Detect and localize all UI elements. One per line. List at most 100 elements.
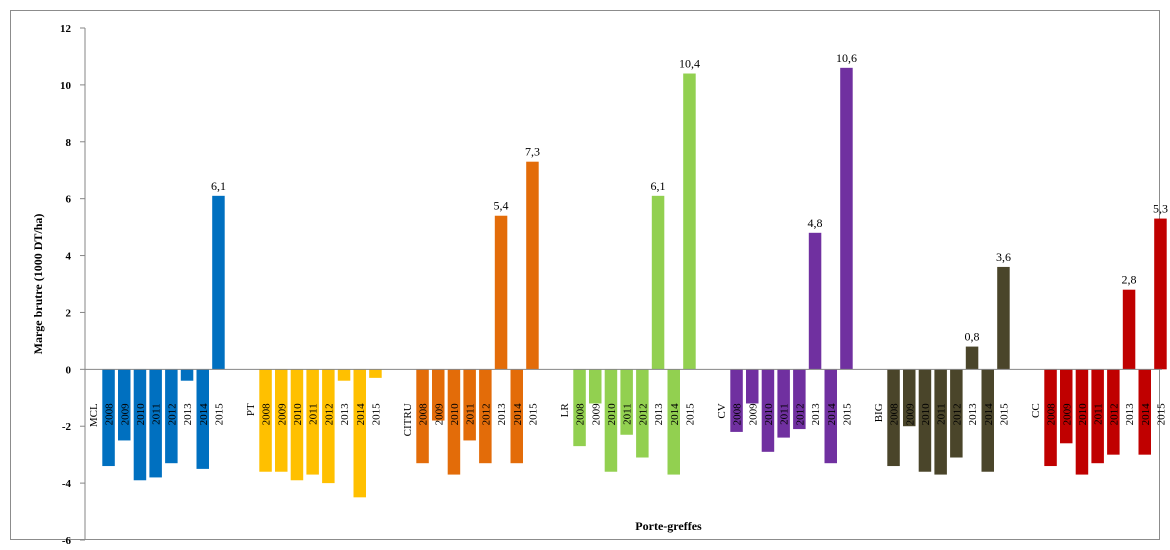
bar	[903, 369, 916, 427]
x-tick-label: 2012	[323, 403, 335, 425]
x-tick-label: 2009	[904, 403, 916, 426]
x-tick-label: 2015	[841, 403, 853, 426]
x-tick-label: 2009	[433, 403, 445, 426]
x-tick-label: 2013	[967, 403, 979, 426]
bar	[337, 369, 351, 381]
x-tick-label: 2010	[920, 403, 932, 426]
x-tick-label: 2011	[936, 403, 948, 425]
y-tick-label: 8	[66, 137, 72, 149]
x-group-label: BIG	[873, 403, 885, 422]
y-tick-label: 12	[60, 23, 72, 35]
x-tick-label: 2011	[151, 403, 163, 425]
x-group-label: CV	[716, 403, 728, 418]
y-tick-label: 6	[66, 194, 72, 206]
bar	[981, 369, 994, 472]
data-label: 3,6	[996, 250, 1011, 264]
x-tick-label: 2010	[1077, 403, 1089, 426]
bar	[369, 369, 382, 378]
data-label: 7,3	[525, 145, 540, 159]
bar	[275, 369, 288, 472]
x-tick-label: 2011	[1093, 403, 1105, 425]
x-tick-label: 2010	[606, 403, 618, 426]
x-tick-label: 2013	[182, 403, 194, 426]
bar	[118, 369, 131, 441]
bar	[510, 369, 523, 464]
bar	[432, 369, 445, 421]
bar	[777, 369, 790, 438]
x-tick-label: 2012	[166, 403, 178, 425]
y-tick-label: -2	[62, 421, 72, 433]
bar	[808, 232, 822, 370]
bar	[746, 369, 759, 404]
x-tick-label: 2008	[732, 403, 744, 426]
bar	[667, 369, 680, 475]
x-tick-label: 2010	[292, 403, 304, 426]
bar	[416, 369, 429, 464]
y-tick-label: 10	[60, 80, 72, 92]
x-tick-label: 2014	[983, 403, 995, 426]
bar	[479, 369, 492, 464]
bar	[463, 369, 476, 441]
bar	[589, 369, 602, 404]
bar	[353, 369, 366, 498]
bar	[934, 369, 947, 475]
x-tick-label: 2008	[889, 403, 901, 426]
x-tick-label: 2008	[261, 403, 273, 426]
x-tick-label: 2013	[653, 403, 665, 426]
x-group-label: LR	[559, 403, 571, 418]
x-tick-label: 2013	[810, 403, 822, 426]
x-tick-label: 2015	[1155, 403, 1167, 426]
bar	[573, 369, 586, 447]
x-tick-label: 2012	[637, 403, 649, 425]
data-label: 6,1	[651, 179, 666, 193]
data-label: 5,4	[494, 199, 509, 213]
bar	[965, 346, 979, 370]
bar	[322, 369, 335, 484]
x-tick-label: 2011	[465, 403, 477, 425]
data-label: 6,1	[211, 179, 226, 193]
x-tick-label: 2010	[135, 403, 147, 426]
bar	[180, 369, 194, 381]
x-tick-label: 2013	[496, 403, 508, 426]
x-tick-label: 2011	[779, 403, 791, 425]
bar	[683, 73, 696, 370]
x-tick-label: 2010	[763, 403, 775, 426]
x-tick-label: 2014	[198, 403, 210, 426]
bar	[887, 369, 900, 467]
bar	[918, 369, 932, 472]
x-tick-label: 2014	[355, 403, 367, 426]
bar	[620, 369, 633, 435]
x-tick-label: 2008	[1046, 403, 1058, 426]
bar	[636, 369, 649, 458]
bar	[651, 195, 665, 370]
x-tick-label: 2008	[418, 403, 430, 426]
bar	[290, 369, 304, 481]
bar	[1091, 369, 1104, 464]
x-tick-label: 2015	[527, 403, 539, 426]
x-group-label: CITRU	[402, 403, 414, 436]
x-tick-label: 2009	[276, 403, 288, 426]
x-tick-label: 2009	[747, 403, 759, 426]
x-group-label: MCL	[88, 403, 100, 427]
x-group-label: CC	[1030, 403, 1042, 418]
x-tick-label: 2012	[480, 403, 492, 425]
bar	[494, 215, 508, 370]
x-axis-title: Porte-greffes	[635, 519, 702, 533]
y-tick-label: 2	[66, 307, 72, 319]
x-tick-label: 2011	[308, 403, 320, 425]
bar	[196, 369, 209, 469]
bar	[604, 369, 618, 472]
x-tick-label: 2015	[213, 403, 225, 426]
x-tick-label: 2008	[575, 403, 587, 426]
x-tick-label: 2009	[590, 403, 602, 426]
bar	[447, 369, 461, 475]
x-tick-label: 2011	[622, 403, 634, 425]
x-tick-label: 2015	[998, 403, 1010, 426]
bar	[824, 369, 837, 464]
x-tick-label: 2009	[119, 403, 131, 426]
bar	[259, 369, 272, 472]
x-group-label: PT	[245, 403, 257, 416]
bar	[761, 369, 775, 452]
x-tick-label: 2012	[1108, 403, 1120, 425]
bar	[1154, 218, 1167, 370]
